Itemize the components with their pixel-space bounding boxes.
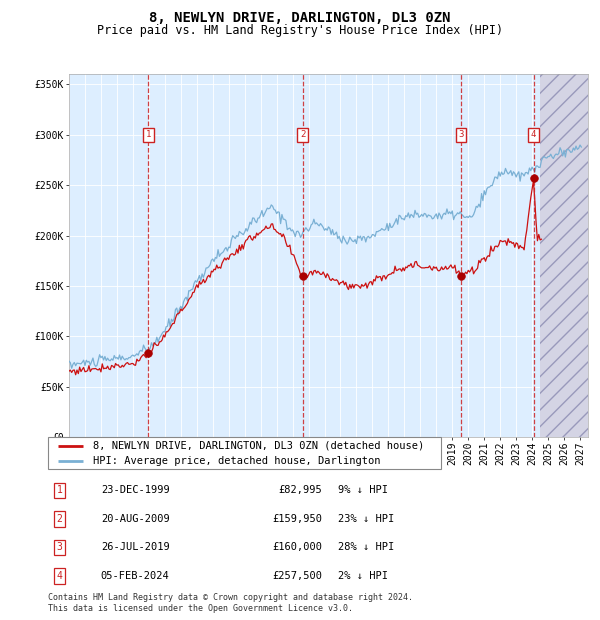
Text: 8, NEWLYN DRIVE, DARLINGTON, DL3 0ZN (detached house): 8, NEWLYN DRIVE, DARLINGTON, DL3 0ZN (de… <box>94 441 425 451</box>
Text: 05-FEB-2024: 05-FEB-2024 <box>101 571 170 581</box>
Text: £82,995: £82,995 <box>279 485 323 495</box>
Text: 28% ↓ HPI: 28% ↓ HPI <box>338 542 395 552</box>
Text: 23-DEC-1999: 23-DEC-1999 <box>101 485 170 495</box>
Text: 26-JUL-2019: 26-JUL-2019 <box>101 542 170 552</box>
Text: 2: 2 <box>300 130 305 140</box>
Text: 20-AUG-2009: 20-AUG-2009 <box>101 514 170 524</box>
Text: 2: 2 <box>56 514 62 524</box>
Text: 9% ↓ HPI: 9% ↓ HPI <box>338 485 388 495</box>
Text: 3: 3 <box>56 542 62 552</box>
Text: Contains HM Land Registry data © Crown copyright and database right 2024.
This d: Contains HM Land Registry data © Crown c… <box>48 593 413 613</box>
Bar <box>540 74 588 437</box>
Text: Price paid vs. HM Land Registry's House Price Index (HPI): Price paid vs. HM Land Registry's House … <box>97 24 503 37</box>
Text: HPI: Average price, detached house, Darlington: HPI: Average price, detached house, Darl… <box>94 456 381 466</box>
Text: 23% ↓ HPI: 23% ↓ HPI <box>338 514 395 524</box>
Text: 4: 4 <box>531 130 536 140</box>
Text: £160,000: £160,000 <box>272 542 323 552</box>
FancyBboxPatch shape <box>48 437 441 469</box>
Text: 4: 4 <box>56 571 62 581</box>
Text: 3: 3 <box>458 130 464 140</box>
Text: £159,950: £159,950 <box>272 514 323 524</box>
Text: 1: 1 <box>146 130 151 140</box>
Text: 2% ↓ HPI: 2% ↓ HPI <box>338 571 388 581</box>
Text: 8, NEWLYN DRIVE, DARLINGTON, DL3 0ZN: 8, NEWLYN DRIVE, DARLINGTON, DL3 0ZN <box>149 11 451 25</box>
Text: £257,500: £257,500 <box>272 571 323 581</box>
Text: 1: 1 <box>56 485 62 495</box>
